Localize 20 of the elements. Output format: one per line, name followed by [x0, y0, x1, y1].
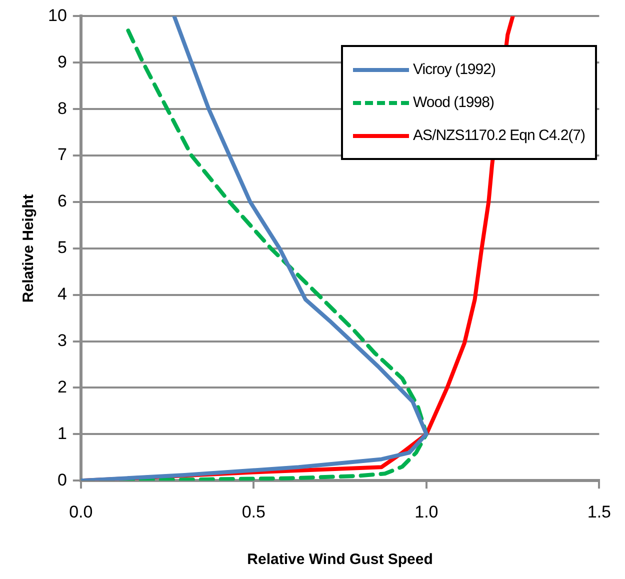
y-tick-label: 8	[57, 98, 67, 118]
x-tick-label: 0.0	[69, 502, 93, 522]
y-tick-label: 3	[57, 330, 67, 350]
y-tick-label: 2	[57, 377, 67, 396]
legend-label: Wood (1998)	[413, 94, 494, 111]
x-tick-label: 0.5	[242, 502, 266, 522]
x-axis-title: Relative Wind Gust Speed	[247, 551, 433, 568]
y-tick-label: 0	[57, 470, 67, 490]
x-tick-label: 1.0	[414, 502, 438, 522]
legend-label: Vicroy (1992)	[413, 61, 496, 78]
y-axis-title: Relative Height	[20, 194, 38, 303]
y-tick-label: 6	[57, 192, 67, 211]
y-tick-label: 4	[57, 284, 67, 304]
x-tick-label: 1.5	[587, 502, 612, 522]
y-tick-label: 1	[57, 424, 67, 443]
legend-label: AS/NZS1170.2 Eqn C4.2(7)	[413, 127, 585, 144]
y-tick-label: 9	[57, 52, 67, 72]
y-tick-label: 10	[48, 6, 67, 25]
y-tick-label: 5	[57, 238, 67, 258]
y-tick-label: 7	[57, 145, 67, 164]
